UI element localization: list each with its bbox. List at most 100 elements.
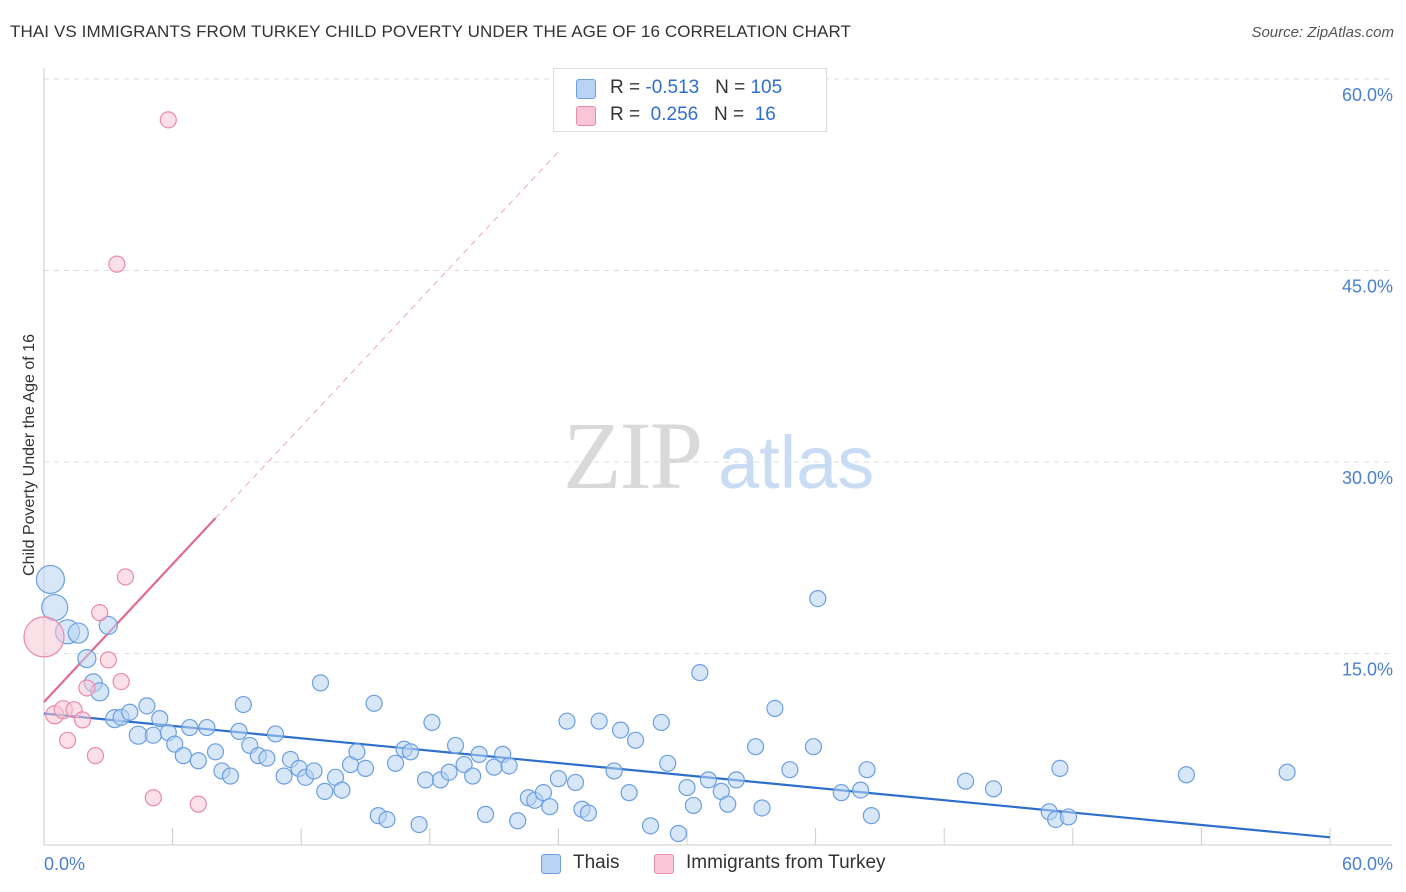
- watermark: ZIP atlas: [563, 402, 874, 509]
- y-tick-label: 30.0%: [1342, 468, 1393, 488]
- point-thais: [641, 817, 660, 835]
- point-turkey: [112, 672, 130, 691]
- tick-labels: 15.0% 30.0% 45.0% 60.0% 0.0% 60.0%: [44, 85, 1393, 874]
- x-tick-label: 60.0%: [1342, 854, 1393, 874]
- point-thais: [832, 784, 850, 802]
- point-thais: [151, 710, 169, 728]
- series-swatch-turkey: [654, 854, 674, 874]
- point-turkey: [144, 789, 162, 807]
- gridlines: [44, 78, 1392, 654]
- y-tick-label: 60.0%: [1342, 85, 1393, 105]
- point-thais: [174, 747, 192, 765]
- data-points: [23, 111, 1296, 843]
- y-tick-label: 15.0%: [1342, 660, 1393, 680]
- legend-swatch-turkey: [576, 106, 596, 126]
- legend-n-value: 16: [749, 104, 776, 125]
- y-axis-title: Child Poverty Under the Age of 16: [21, 334, 38, 576]
- point-thais: [858, 761, 876, 779]
- point-thais: [386, 754, 405, 772]
- point-turkey: [58, 731, 77, 749]
- point-thais: [500, 757, 518, 775]
- point-thais: [699, 771, 718, 789]
- legend-n-label: N =: [714, 104, 750, 125]
- point-turkey: [116, 568, 135, 586]
- point-thais: [464, 767, 482, 785]
- axes: [43, 68, 1392, 846]
- x-tick-label: 0.0%: [44, 854, 85, 874]
- point-thais: [1177, 766, 1195, 784]
- series-label-turkey: Immigrants from Turkey: [686, 852, 886, 873]
- point-thais: [534, 784, 552, 802]
- point-thais: [957, 772, 975, 790]
- point-turkey: [86, 747, 105, 765]
- point-thais: [809, 590, 827, 608]
- point-turkey: [91, 604, 109, 622]
- trend-extension-turkey: [215, 151, 559, 519]
- point-thais: [348, 743, 366, 761]
- point-thais: [144, 726, 162, 744]
- point-thais: [67, 622, 89, 644]
- point-thais: [620, 784, 638, 802]
- point-turkey: [159, 111, 177, 129]
- series-swatch-thais: [541, 854, 561, 874]
- point-thais: [356, 759, 375, 778]
- trend-line-thais: [43, 712, 1331, 839]
- point-thais: [206, 743, 225, 761]
- point-thais: [804, 738, 823, 756]
- point-thais: [746, 738, 765, 756]
- legend-r-label: R =: [610, 77, 646, 98]
- point-thais: [98, 615, 118, 636]
- point-thais: [77, 649, 97, 669]
- point-thais: [446, 736, 465, 755]
- point-thais: [984, 780, 1003, 798]
- legend-r-label: R =: [610, 104, 646, 125]
- point-turkey: [189, 795, 207, 813]
- legend-n-label: N =: [715, 77, 751, 98]
- point-thais: [378, 810, 396, 829]
- point-thais: [401, 743, 420, 761]
- point-thais: [198, 718, 216, 737]
- correlation-legend: R = -0.513 N = 105 R = 0.256 N = 16: [553, 68, 827, 132]
- point-turkey: [99, 651, 117, 669]
- point-thais: [549, 770, 568, 788]
- point-thais: [611, 721, 630, 739]
- watermark-zip: ZIP: [563, 402, 701, 509]
- point-thais: [476, 805, 495, 823]
- point-thais: [181, 718, 199, 737]
- point-thais: [509, 812, 527, 830]
- point-turkey: [108, 255, 126, 273]
- point-thais: [455, 755, 473, 774]
- point-thais: [121, 703, 139, 721]
- point-thais: [365, 694, 383, 712]
- point-thais: [166, 735, 184, 753]
- series-legend: Thais Immigrants from Turkey: [0, 852, 1406, 878]
- point-thais: [423, 713, 441, 732]
- point-thais: [128, 725, 148, 745]
- point-thais: [579, 804, 598, 822]
- watermark-atlas: atlas: [718, 421, 874, 504]
- legend-swatch-thais: [576, 79, 596, 99]
- point-thais: [852, 781, 870, 799]
- point-thais: [590, 712, 608, 730]
- point-thais: [1278, 763, 1296, 781]
- point-thais: [691, 664, 709, 682]
- point-thais: [230, 722, 248, 740]
- point-thais: [781, 761, 799, 779]
- legend-r-value: 0.256: [645, 104, 699, 125]
- point-thais: [626, 731, 645, 749]
- point-thais: [727, 771, 745, 789]
- point-thais: [541, 798, 559, 816]
- point-thais: [305, 762, 323, 780]
- series-label-thais: Thais: [573, 852, 620, 873]
- point-thais: [234, 695, 252, 714]
- point-turkey: [23, 616, 65, 658]
- point-thais: [1059, 808, 1078, 826]
- point-thais: [266, 725, 285, 743]
- point-thais: [684, 796, 703, 815]
- point-thais: [440, 763, 458, 781]
- point-thais: [669, 824, 688, 843]
- point-thais: [862, 807, 880, 825]
- point-thais: [410, 815, 428, 834]
- trend-lines: [43, 151, 1331, 839]
